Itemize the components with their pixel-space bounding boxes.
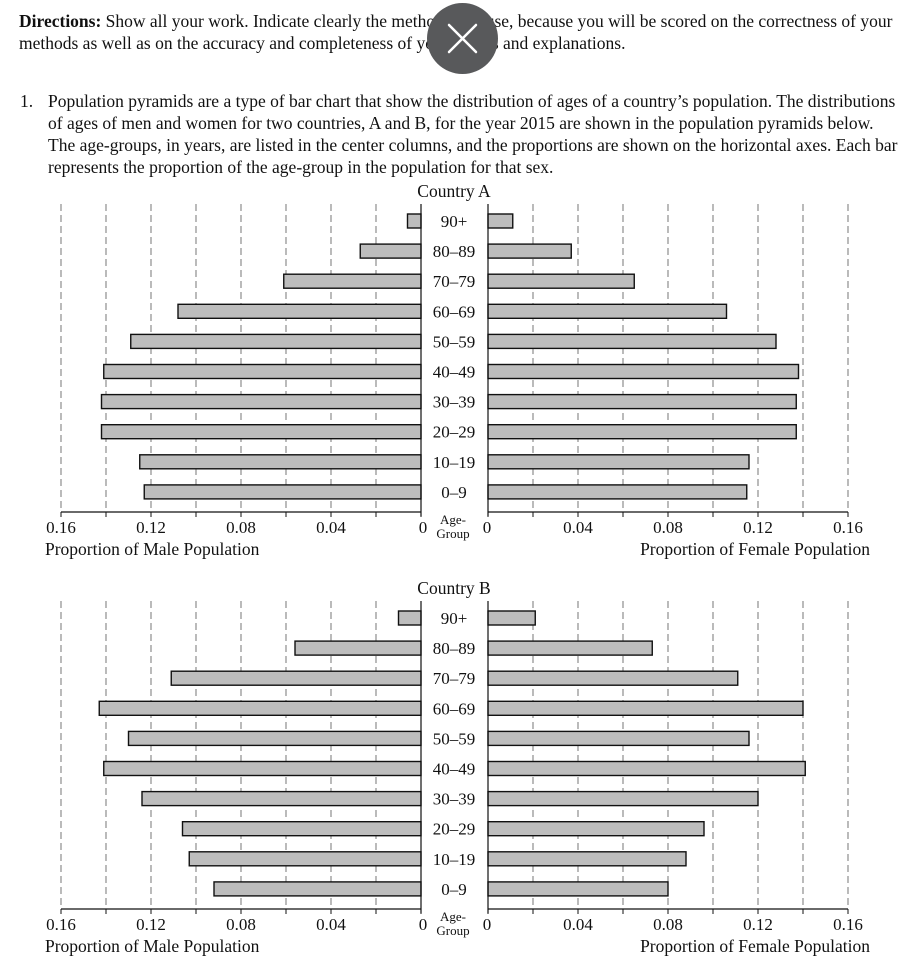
- bar-female: [487, 243, 572, 259]
- tick-label-female: 0.08: [653, 915, 683, 934]
- bar-female: [487, 640, 653, 656]
- bar-male: [397, 610, 422, 626]
- tick-label-male: 0: [419, 518, 428, 537]
- bar-female: [487, 484, 748, 500]
- question-text: Population pyramids are a type of bar ch…: [48, 91, 898, 177]
- age-group-header-line1: Age-: [440, 909, 466, 924]
- tick-label-male: 0.12: [136, 915, 166, 934]
- bar-male: [406, 213, 422, 229]
- x-axis-title-female: Proportion of Female Population: [640, 936, 870, 956]
- tick-label-female: 0: [483, 518, 492, 537]
- bar-male: [103, 760, 422, 777]
- bar-female: [487, 700, 804, 717]
- tick-label-male: 0.04: [316, 518, 346, 537]
- chart-title: Country A: [417, 181, 491, 201]
- bar-female: [487, 730, 750, 747]
- bar-female: [487, 363, 800, 380]
- bar-female: [487, 454, 750, 470]
- tick-label-male: 0.16: [46, 518, 76, 537]
- bar-male: [130, 333, 422, 350]
- bar-female: [487, 333, 777, 350]
- bar-female: [487, 820, 705, 837]
- bar-female: [487, 273, 635, 289]
- bar-male: [283, 273, 422, 289]
- age-group-label: 10–19: [433, 453, 476, 472]
- age-group-label: 70–79: [433, 272, 476, 291]
- bar-female: [487, 760, 806, 777]
- age-group-label: 0–9: [441, 880, 467, 899]
- age-group-label: 50–59: [433, 332, 476, 351]
- bar-male: [177, 303, 422, 320]
- tick-label-male: 0.12: [136, 518, 166, 537]
- x-axis-title-male: Proportion of Male Population: [45, 539, 260, 559]
- directions-label: Directions:: [19, 11, 102, 31]
- age-group-header-line1: Age-: [440, 512, 466, 527]
- bar-female: [487, 790, 759, 807]
- bar-male: [139, 454, 422, 470]
- age-group-label: 60–69: [433, 302, 476, 321]
- x-axis-title-female: Proportion of Female Population: [640, 539, 870, 559]
- age-group-label: 30–39: [433, 790, 476, 809]
- bar-female: [487, 670, 739, 686]
- age-group-label: 70–79: [433, 669, 476, 688]
- age-group-label: 40–49: [433, 363, 476, 382]
- tick-label-male: 0.08: [226, 915, 256, 934]
- bar-male: [188, 851, 422, 867]
- bar-male: [143, 484, 422, 500]
- age-group-header-line2: Group: [436, 923, 469, 938]
- age-group-label: 50–59: [433, 729, 476, 748]
- age-group-label: 40–49: [433, 760, 476, 779]
- age-group-label: 20–29: [433, 423, 476, 442]
- bar-male: [359, 243, 422, 259]
- age-group-label: 20–29: [433, 820, 476, 839]
- x-axis-title-male: Proportion of Male Population: [45, 936, 260, 956]
- tick-label-female: 0.12: [743, 518, 773, 537]
- tick-label-female: 0.16: [833, 518, 863, 537]
- tick-label-male: 0: [419, 915, 428, 934]
- population-pyramid-country-a: Country A 90+ 80–89 70–79 60–69 50–59 40–49 30–…: [45, 181, 870, 559]
- bar-female: [487, 610, 536, 626]
- bar-male: [294, 640, 422, 656]
- bar-male: [98, 700, 422, 717]
- bar-male: [103, 363, 422, 380]
- bar-female: [487, 851, 687, 867]
- tick-label-female: 0: [483, 915, 492, 934]
- tick-label-female: 0.08: [653, 518, 683, 537]
- bar-male: [213, 881, 422, 897]
- bar-female: [487, 393, 797, 410]
- bar-male: [181, 820, 422, 837]
- bar-female: [487, 303, 728, 320]
- bar-female: [487, 423, 797, 440]
- bar-male: [127, 730, 422, 747]
- age-group-label: 80–89: [433, 242, 476, 261]
- age-group-header-line2: Group: [436, 526, 469, 541]
- bar-male: [100, 393, 422, 410]
- tick-label-female: 0.16: [833, 915, 863, 934]
- population-pyramid-country-b: Country B 90+ 80–89 70–79 60–69 50–59 40–49 30–…: [45, 578, 870, 956]
- bar-female: [487, 881, 669, 897]
- bar-female: [487, 213, 514, 229]
- tick-label-female: 0.12: [743, 915, 773, 934]
- bar-male: [100, 423, 422, 440]
- age-group-label: 30–39: [433, 393, 476, 412]
- age-group-label: 80–89: [433, 639, 476, 658]
- tick-label-male: 0.16: [46, 915, 76, 934]
- age-group-label: 60–69: [433, 699, 476, 718]
- age-group-label: 90+: [441, 609, 468, 628]
- tick-label-male: 0.08: [226, 518, 256, 537]
- tick-label-male: 0.04: [316, 915, 346, 934]
- chart-title: Country B: [417, 578, 490, 598]
- question-number: 1.: [20, 91, 34, 111]
- age-group-label: 10–19: [433, 850, 476, 869]
- bar-male: [170, 670, 422, 686]
- bar-male: [141, 790, 422, 807]
- age-group-label: 90+: [441, 212, 468, 231]
- tick-label-female: 0.04: [563, 518, 593, 537]
- close-icon: [447, 23, 478, 54]
- age-group-label: 0–9: [441, 483, 467, 502]
- close-button[interactable]: [427, 3, 498, 74]
- tick-label-female: 0.04: [563, 915, 593, 934]
